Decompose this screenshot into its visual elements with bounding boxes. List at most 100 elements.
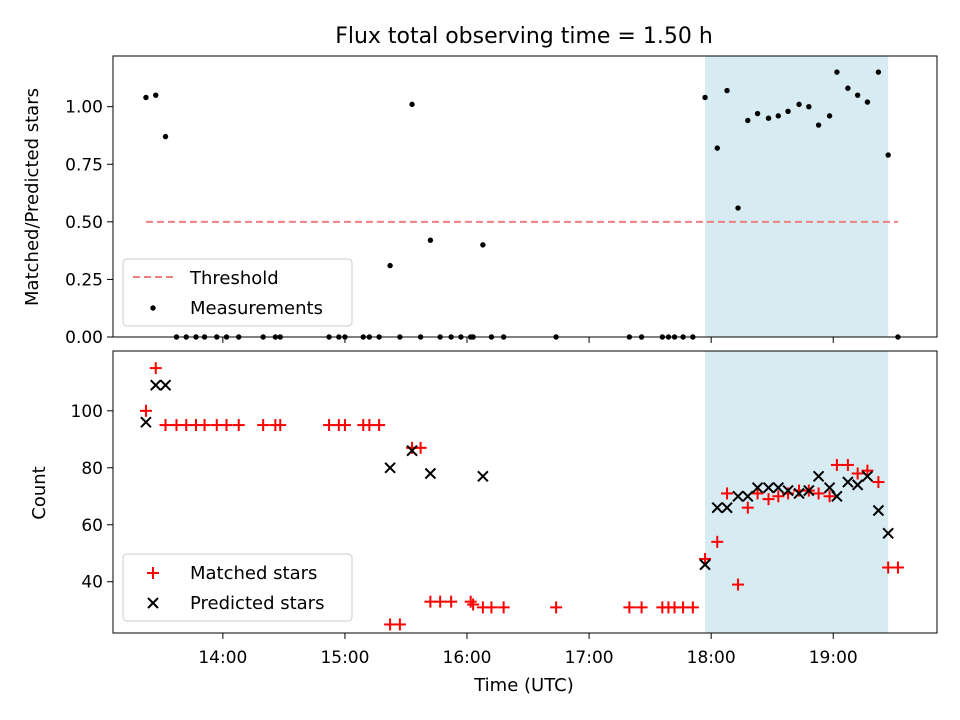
bottom-y-tick-label: 40 — [81, 573, 103, 593]
chart-title: Flux total observing time = 1.50 h — [335, 24, 713, 49]
predicted-star-point — [150, 379, 162, 391]
measurement-point — [409, 101, 415, 108]
matched-legend-label: Matched stars — [190, 563, 317, 584]
matched-star-point — [198, 419, 211, 432]
predicted-star-point — [861, 470, 874, 483]
top-legend: Threshold Measurements — [122, 258, 353, 327]
measurement-point — [775, 113, 782, 119]
predicted-star-point — [742, 490, 754, 502]
matched-star-point — [823, 490, 836, 503]
x-axis-label: Time (UTC) — [473, 675, 574, 696]
measurement-point — [845, 85, 851, 91]
measurement-point — [387, 262, 393, 269]
top-y-tick-label: 0.00 — [65, 328, 103, 348]
measurements-legend-swatch — [150, 305, 156, 311]
matched-star-point — [220, 419, 233, 432]
x-tick-label: 14:00 — [198, 648, 247, 668]
bottom-legend-box — [122, 553, 353, 622]
predicted-star-point — [803, 484, 815, 497]
matched-star-point — [393, 618, 406, 631]
matched-star-point — [373, 419, 386, 432]
measurements-legend-label: Measurements — [190, 298, 323, 319]
top-y-tick-label: 0.25 — [65, 270, 103, 290]
measurement-point — [834, 69, 840, 75]
bottom-marks — [139, 362, 904, 631]
matched-star-point — [711, 535, 724, 548]
matched-star-point — [891, 561, 904, 574]
predicted-star-point — [812, 470, 825, 483]
measurement-point — [765, 115, 772, 121]
measurement-point — [714, 145, 720, 151]
x-tick-label: 15:00 — [320, 648, 369, 668]
top-marks — [143, 69, 901, 340]
predicted-star-point — [140, 416, 152, 428]
measurement-point — [153, 92, 159, 98]
matched-star-point — [464, 595, 477, 608]
matched-star-point — [434, 595, 447, 608]
predicted-star-point — [732, 490, 744, 502]
measurement-point — [785, 108, 791, 114]
top-shaded-region — [705, 56, 889, 337]
bottom-y-tick-label: 80 — [81, 459, 103, 479]
matched-star-point — [338, 419, 351, 432]
bottom-y-tick-label: 60 — [81, 516, 103, 536]
bottom-panel: 40 60 80 100 14:00 15:00 16:00 17:00 18:00 19:00… — [29, 350, 938, 696]
matched-star-point — [699, 552, 712, 565]
predicted-star-point — [424, 467, 437, 480]
predicted-star-point — [711, 501, 723, 514]
matched-star-point — [851, 467, 864, 480]
predicted-star-point — [831, 490, 843, 502]
measurement-point — [815, 122, 822, 128]
measurement-point — [875, 69, 882, 75]
predicted-star-point — [851, 479, 864, 491]
predicted-star-point — [721, 501, 733, 514]
predicted-star-point — [477, 470, 489, 483]
bottom-x-ticks: 14:00 15:00 16:00 17:00 18:00 19:00 — [198, 633, 858, 668]
predicted-star-point — [751, 482, 764, 494]
matched-star-point — [772, 490, 785, 503]
matched-star-point — [232, 419, 245, 432]
matched-star-point — [550, 601, 563, 614]
measurement-point — [806, 103, 812, 110]
matched-star-point — [812, 487, 825, 500]
bottom-axes-frame — [112, 350, 938, 634]
top-y-tick-label: 1.00 — [65, 98, 103, 118]
matched-legend-swatch — [147, 567, 159, 579]
matched-star-point — [497, 601, 510, 614]
predicted-star-point — [159, 379, 172, 391]
measurement-point — [754, 110, 761, 117]
matched-star-point — [751, 487, 764, 500]
predicted-star-point — [872, 504, 885, 517]
bottom-y-axis-label: Count — [29, 466, 50, 519]
top-legend-box — [122, 258, 353, 327]
measurement-point — [143, 94, 149, 101]
matched-star-point — [841, 458, 854, 471]
matched-star-point — [623, 601, 636, 614]
top-axes-frame — [112, 55, 938, 338]
matched-star-point — [861, 464, 874, 477]
predicted-star-point — [772, 482, 785, 494]
matched-star-point — [762, 493, 775, 506]
matched-star-point — [274, 419, 287, 432]
top-y-ticks: 0.00 0.25 0.50 0.75 1.00 — [65, 98, 113, 348]
predicted-star-point — [762, 482, 775, 494]
predicted-star-point — [406, 444, 418, 457]
measurement-point — [702, 94, 708, 101]
matched-star-point — [414, 441, 427, 454]
x-tick-label: 18:00 — [687, 648, 736, 668]
top-x-ticks — [222, 337, 834, 343]
measurement-point — [864, 99, 871, 105]
matched-star-point — [741, 501, 754, 514]
matched-star-point — [445, 595, 458, 608]
measurement-point — [745, 117, 751, 124]
measurement-point — [826, 113, 833, 119]
predicted-star-point — [782, 484, 794, 497]
matched-star-point — [485, 601, 498, 614]
matched-star-point — [467, 598, 480, 611]
matched-star-point — [686, 601, 699, 614]
matched-star-point — [159, 419, 172, 432]
matched-star-point — [635, 601, 648, 614]
matched-star-point — [149, 362, 162, 375]
bottom-y-tick-label: 100 — [71, 402, 103, 422]
predicted-star-point — [699, 558, 711, 571]
